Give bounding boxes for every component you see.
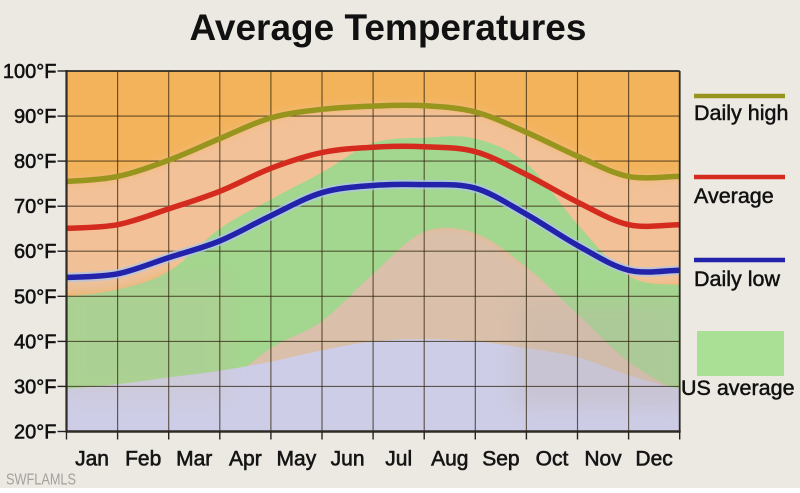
svg-text:Jun: Jun	[331, 448, 365, 471]
svg-text:20°F: 20°F	[14, 422, 56, 444]
svg-text:90°F: 90°F	[14, 106, 56, 128]
svg-text:Dec: Dec	[635, 448, 672, 471]
svg-text:50°F: 50°F	[14, 286, 56, 308]
svg-text:Apr: Apr	[229, 448, 262, 471]
svg-text:Oct: Oct	[536, 448, 569, 471]
svg-text:Average Temperatures: Average Temperatures	[190, 7, 587, 48]
svg-text:Jan: Jan	[75, 448, 109, 471]
svg-text:Feb: Feb	[125, 448, 161, 471]
svg-text:US average: US average	[681, 376, 795, 400]
svg-text:SWFLAMLS: SWFLAMLS	[6, 472, 76, 489]
svg-text:30°F: 30°F	[14, 376, 56, 398]
svg-text:60°F: 60°F	[14, 241, 56, 263]
svg-text:100°F: 100°F	[3, 61, 57, 83]
svg-text:Jul: Jul	[385, 448, 412, 471]
svg-text:Daily low: Daily low	[694, 267, 780, 291]
svg-text:70°F: 70°F	[14, 196, 56, 218]
svg-text:May: May	[277, 448, 317, 471]
svg-text:Daily high: Daily high	[694, 101, 788, 125]
svg-text:Mar: Mar	[176, 448, 212, 471]
svg-text:Sep: Sep	[482, 448, 519, 471]
svg-text:Nov: Nov	[584, 448, 622, 471]
svg-text:80°F: 80°F	[14, 151, 56, 173]
svg-text:40°F: 40°F	[14, 331, 56, 353]
svg-text:Aug: Aug	[431, 448, 468, 471]
svg-text:Average: Average	[694, 184, 774, 208]
